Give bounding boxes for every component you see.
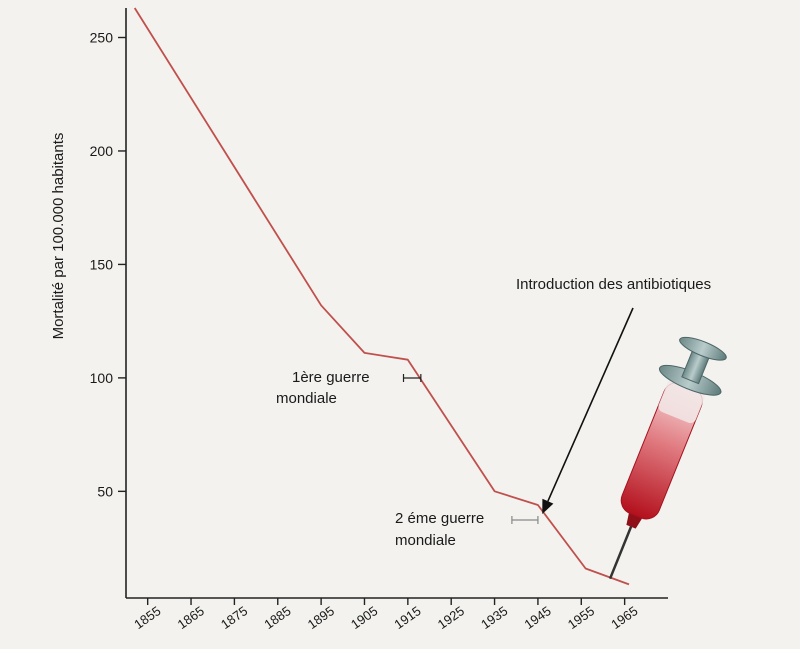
y-axis-label: Mortalité par 100.000 habitants (50, 133, 67, 340)
y-tick-label: 150 (90, 256, 114, 272)
x-tick-label: 1925 (435, 603, 467, 632)
war2-label-line1: 2 éme guerre (395, 510, 484, 527)
x-tick-label: 1955 (565, 603, 597, 632)
war1-label-line1: 1ère guerre (292, 369, 370, 386)
x-tick-label: 1895 (305, 603, 337, 632)
syringe-icon (579, 330, 736, 591)
war1-label-line2: mondiale (276, 390, 337, 407)
series-line (135, 8, 629, 584)
x-tick-label: 1945 (521, 603, 553, 632)
y-tick-label: 250 (90, 30, 114, 46)
x-tick-label: 1885 (261, 603, 293, 632)
war2-label-line2: mondiale (395, 532, 456, 549)
x-tick-label: 1855 (131, 603, 163, 632)
x-tick-label: 1935 (478, 603, 510, 632)
y-tick-label: 100 (90, 370, 114, 386)
y-tick-label: 50 (97, 483, 113, 499)
war1-annotation: 1ère guerre mondiale (276, 369, 421, 407)
x-tick-label: 1915 (391, 603, 423, 632)
x-tick-label: 1865 (175, 603, 207, 632)
antibiotics-arrow-line (548, 308, 633, 501)
x-tick-label: 1965 (608, 603, 640, 632)
war2-period-bracket (512, 516, 538, 524)
y-tick-label: 200 (90, 143, 114, 159)
war2-annotation: 2 éme guerre mondiale (395, 510, 538, 549)
antibiotics-label: Introduction des antibiotiques (516, 276, 711, 293)
x-tick-label: 1875 (218, 603, 250, 632)
x-tick-label: 1905 (348, 603, 380, 632)
